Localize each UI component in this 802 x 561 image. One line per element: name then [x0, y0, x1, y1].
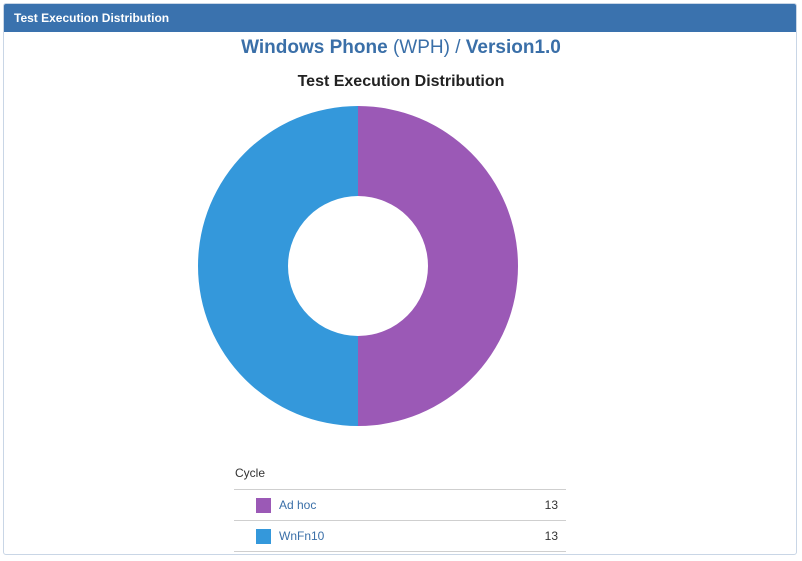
legend-row[interactable]: Ad hoc 13 [234, 490, 566, 521]
legend-row[interactable]: WnFn10 13 [234, 521, 566, 552]
donut-slice-wnfn10[interactable] [198, 106, 358, 426]
legend-label[interactable]: WnFn10 [279, 529, 325, 543]
project-key: (WPH) [392, 37, 450, 58]
legend-label[interactable]: Ad hoc [279, 498, 317, 512]
legend-table: Cycle Ad hoc 13 WnFn10 13 [234, 462, 566, 552]
legend-swatch [256, 498, 271, 513]
version-name[interactable]: Version1.0 [465, 37, 561, 58]
donut-slice-ad-hoc[interactable] [358, 106, 518, 426]
distribution-panel: Test Execution Distribution Windows Phon… [3, 3, 797, 555]
legend-swatch [256, 529, 271, 544]
project-name[interactable]: Windows Phone [241, 37, 388, 58]
legend-title: Cycle [234, 462, 566, 490]
panel-header: Test Execution Distribution [4, 4, 796, 32]
project-heading: Windows Phone (WPH) / Version1.0 [4, 37, 796, 59]
project-separator: / [455, 37, 461, 58]
donut-chart [198, 106, 518, 426]
chart-title: Test Execution Distribution [297, 73, 505, 90]
legend-value: 13 [544, 529, 558, 543]
legend-value: 13 [544, 498, 558, 512]
